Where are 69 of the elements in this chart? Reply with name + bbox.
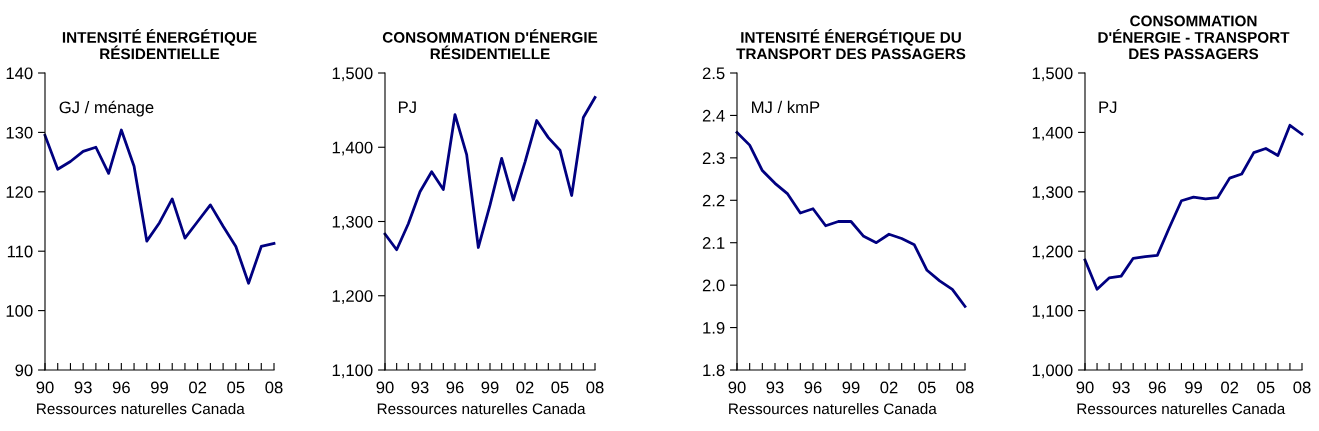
x-tick-label: 93 <box>1112 381 1130 394</box>
y-tick-label: 100 <box>6 305 33 317</box>
text: Ressources naturelles Canada <box>37 402 245 415</box>
y-tick-label: 1,000 <box>1032 364 1073 379</box>
y-tick-label: 1,200 <box>332 290 373 304</box>
y-tick-label: 2.2 <box>702 194 725 207</box>
x-tick-label: 08 <box>586 381 604 394</box>
x-tick-label: 08 <box>1293 381 1311 394</box>
line-series <box>43 128 276 285</box>
y-tick-label: 1,500 <box>1032 67 1073 82</box>
y-tick-label: 1,300 <box>1032 186 1073 200</box>
y-tick-label: 1,100 <box>1032 305 1073 319</box>
text: Ressources naturelles Canada <box>377 402 586 415</box>
x-tick-label: 96 <box>804 381 822 394</box>
x-tick-label: 02 <box>880 381 898 394</box>
line-series <box>1083 123 1304 291</box>
x-tick-label: 99 <box>481 381 499 394</box>
y-tick-label: 1,300 <box>332 215 373 230</box>
x-tick-label: 96 <box>1148 381 1166 394</box>
x-tick-label: 93 <box>766 381 784 394</box>
annotation: MJ / kmP <box>752 100 820 114</box>
x-tick-label: 90 <box>1076 381 1094 394</box>
x-tick-label: 90 <box>376 381 394 394</box>
x-tick-label: 99 <box>1185 381 1202 394</box>
line-series <box>735 131 967 308</box>
x-tick-label: 02 <box>516 381 534 394</box>
y-tick-label: 120 <box>6 186 33 198</box>
annotation: GJ / ménage <box>59 100 154 117</box>
y-tick-label: 1,200 <box>1032 245 1073 260</box>
x-tick-label: 96 <box>112 381 130 394</box>
x-tick-label: 93 <box>74 381 92 394</box>
y-tick-label: 2.5 <box>702 67 725 80</box>
y-tick-label: 2.1 <box>702 237 725 249</box>
x-tick-label: 05 <box>227 381 245 394</box>
x-tick-label: 05 <box>551 381 569 394</box>
y-tick-label: 90 <box>15 364 33 377</box>
y-tick-label: 110 <box>7 245 33 258</box>
annotation: PJ <box>1099 101 1117 114</box>
x-tick-label: 02 <box>1221 381 1239 394</box>
y-tick-label: 2.4 <box>702 109 725 122</box>
y-tick-label: 1,100 <box>332 364 373 379</box>
y-tick-label: 2.0 <box>702 279 725 292</box>
x-tick-label: 90 <box>728 381 746 394</box>
chart-title: INTENSITÉ ÉNERGÉTIQUE RÉSIDENTIELLE <box>62 29 257 60</box>
y-tick-label: 1,400 <box>1032 126 1073 141</box>
text: Ressources naturelles Canada <box>729 402 937 415</box>
x-tick-label: 05 <box>918 381 936 394</box>
y-tick-label: 2.3 <box>702 152 725 165</box>
x-tick-label: 08 <box>956 381 974 394</box>
chart-title: CONSOMMATION D'ÉNERGIE - TRANSPORT DES PASSAGERS <box>1098 15 1290 60</box>
annotation: PJ <box>398 101 416 114</box>
x-tick-label: 93 <box>411 381 429 394</box>
y-tick-label: 1.9 <box>703 321 725 334</box>
line-series <box>383 96 597 252</box>
y-tick-label: 140 <box>6 67 33 80</box>
y-tick-label: 1,400 <box>332 141 373 156</box>
x-tick-label: 90 <box>36 381 54 394</box>
text: Ressources naturelles Canada <box>1077 402 1286 415</box>
chart-title: INTENSITÉ ÉNERGÉTIQUE DU TRANSPORT DES PASSAGERS <box>736 29 966 60</box>
y-tick-label: 1.8 <box>703 364 725 377</box>
x-tick-label: 99 <box>151 381 168 394</box>
x-tick-label: 08 <box>265 381 283 394</box>
chart-title: CONSOMMATION D'ÉNERGIE RÉSIDENTIELLE <box>382 29 598 60</box>
x-tick-label: 96 <box>446 381 464 394</box>
y-tick-label: 130 <box>6 126 33 139</box>
x-tick-label: 05 <box>1257 381 1275 394</box>
y-tick-label: 1,500 <box>332 67 373 82</box>
x-tick-label: 02 <box>189 381 207 394</box>
x-tick-label: 99 <box>842 381 860 394</box>
